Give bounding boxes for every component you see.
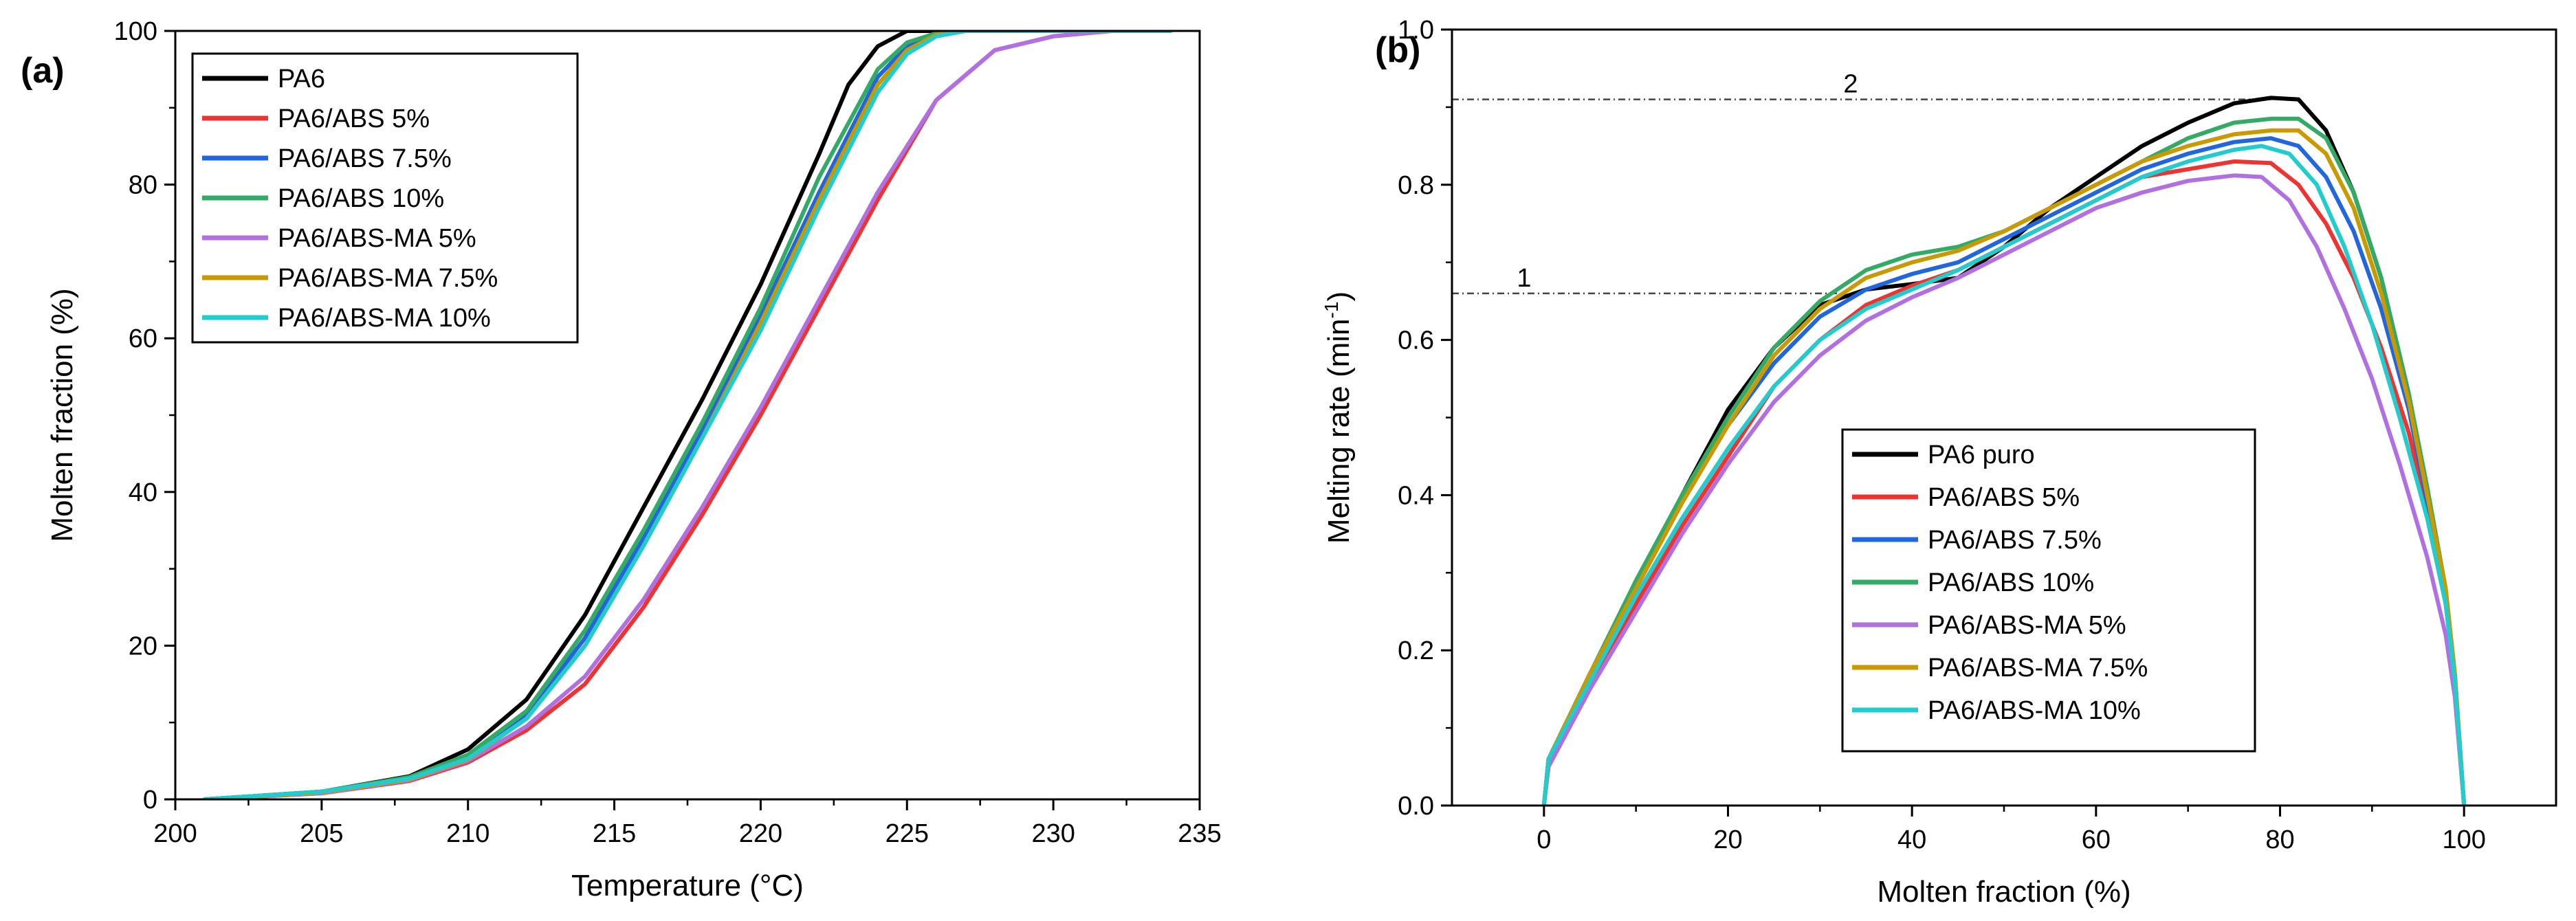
x-axis-label: Temperature (°C) [571,869,804,902]
series-group [1541,96,2467,806]
y-axis-label-end: ) [1322,291,1356,302]
x-tick-label: 230 [1031,819,1075,848]
x-tick-label: 220 [739,819,782,848]
x-tick-label: 210 [446,819,489,848]
x-tick-label: 20 [1713,825,1742,854]
x-tick-label: 40 [1897,825,1926,854]
series-line-6 [1541,128,2467,806]
panel-label: (b) [1375,30,1420,70]
y-tick-label: 80 [129,171,157,200]
x-tick-label: 60 [2082,825,2111,854]
y-axis-label: Melting rate (min-1) [1321,291,1356,544]
y-tick-label: 0 [143,786,157,814]
y-tick-label: 0.4 [1398,481,1434,510]
legend-label-6: PA6/ABS-MA 7.5% [278,264,498,293]
x-tick-label: 205 [300,819,343,848]
series-line-7 [202,31,1173,799]
y-tick-label: 0.8 [1398,171,1434,200]
legend-label-7: PA6/ABS-MA 10% [1928,696,2141,725]
legend-label-7: PA6/ABS-MA 10% [278,304,491,333]
x-axis-label: Molten fraction (%) [1877,875,2131,909]
series-line-7 [1541,144,2467,806]
x-tick-label: 80 [2265,825,2294,854]
series-group [202,31,1173,799]
x-tick-label: 100 [2442,825,2485,854]
x-tick-label: 200 [153,819,197,848]
legend-label-2: PA6/ABS 5% [278,104,430,133]
annotation-label-1: 1 [1517,264,1531,293]
legend-label-2: PA6/ABS 5% [1928,483,2080,512]
x-tick-label: 0 [1537,825,1551,854]
y-tick-label: 100 [114,17,157,46]
x-tick-label: 235 [1178,819,1221,848]
legend-label-4: PA6/ABS 10% [1928,568,2094,597]
panel-label: (a) [21,51,65,91]
legend-label-1: PA6 [278,65,325,93]
y-tick-label: 0.2 [1398,636,1434,665]
legend-label-1: PA6 puro [1928,441,2035,469]
series-line-1 [202,31,1173,799]
annotation-label-2: 2 [1843,70,1858,99]
y-axis-label-sup: -1 [1321,302,1342,319]
y-axis-label-main: Melting rate (min [1322,318,1356,544]
y-tick-label: 1.0 [1398,16,1434,45]
legend-box [1841,428,2256,753]
y-tick-label: 20 [129,632,157,661]
y-tick-label: 0.0 [1398,792,1434,821]
series-line-5 [1541,173,2467,806]
legend-label-3: PA6/ABS 7.5% [1928,526,2102,555]
legend: PA6 PA6/ABS 5% PA6/ABS 7.5% PA6/ABS 10% PA6/… [191,52,579,344]
legend-label-6: PA6/ABS-MA 7.5% [1928,654,2148,683]
y-tick-label: 40 [129,478,157,507]
legend-label-5: PA6/ABS-MA 5% [278,224,476,253]
legend-label-5: PA6/ABS-MA 5% [1928,611,2126,640]
chart-panel-b: (b)120 20 40 60 80 1000.00.20.40.60.81.0Molte… [1321,16,2557,909]
legend-label-4: PA6/ABS 10% [278,184,444,213]
y-tick-label: 60 [129,324,157,353]
legend-label-3: PA6/ABS 7.5% [278,144,452,173]
y-axis-label: Molten fraction (%) [45,288,79,542]
x-tick-label: 225 [885,819,929,848]
x-tick-label: 215 [593,819,636,848]
y-tick-label: 0.6 [1398,326,1434,355]
series-line-4 [202,31,1173,799]
chart-panel-a: (a) 200 205 210 215 220 225 230 235 0 20 40 60 80 100 T… [21,17,1222,902]
legend: PA6 puro PA6/ABS 5% PA6/ABS 7.5% PA6/ABS 10… [1841,428,2256,753]
